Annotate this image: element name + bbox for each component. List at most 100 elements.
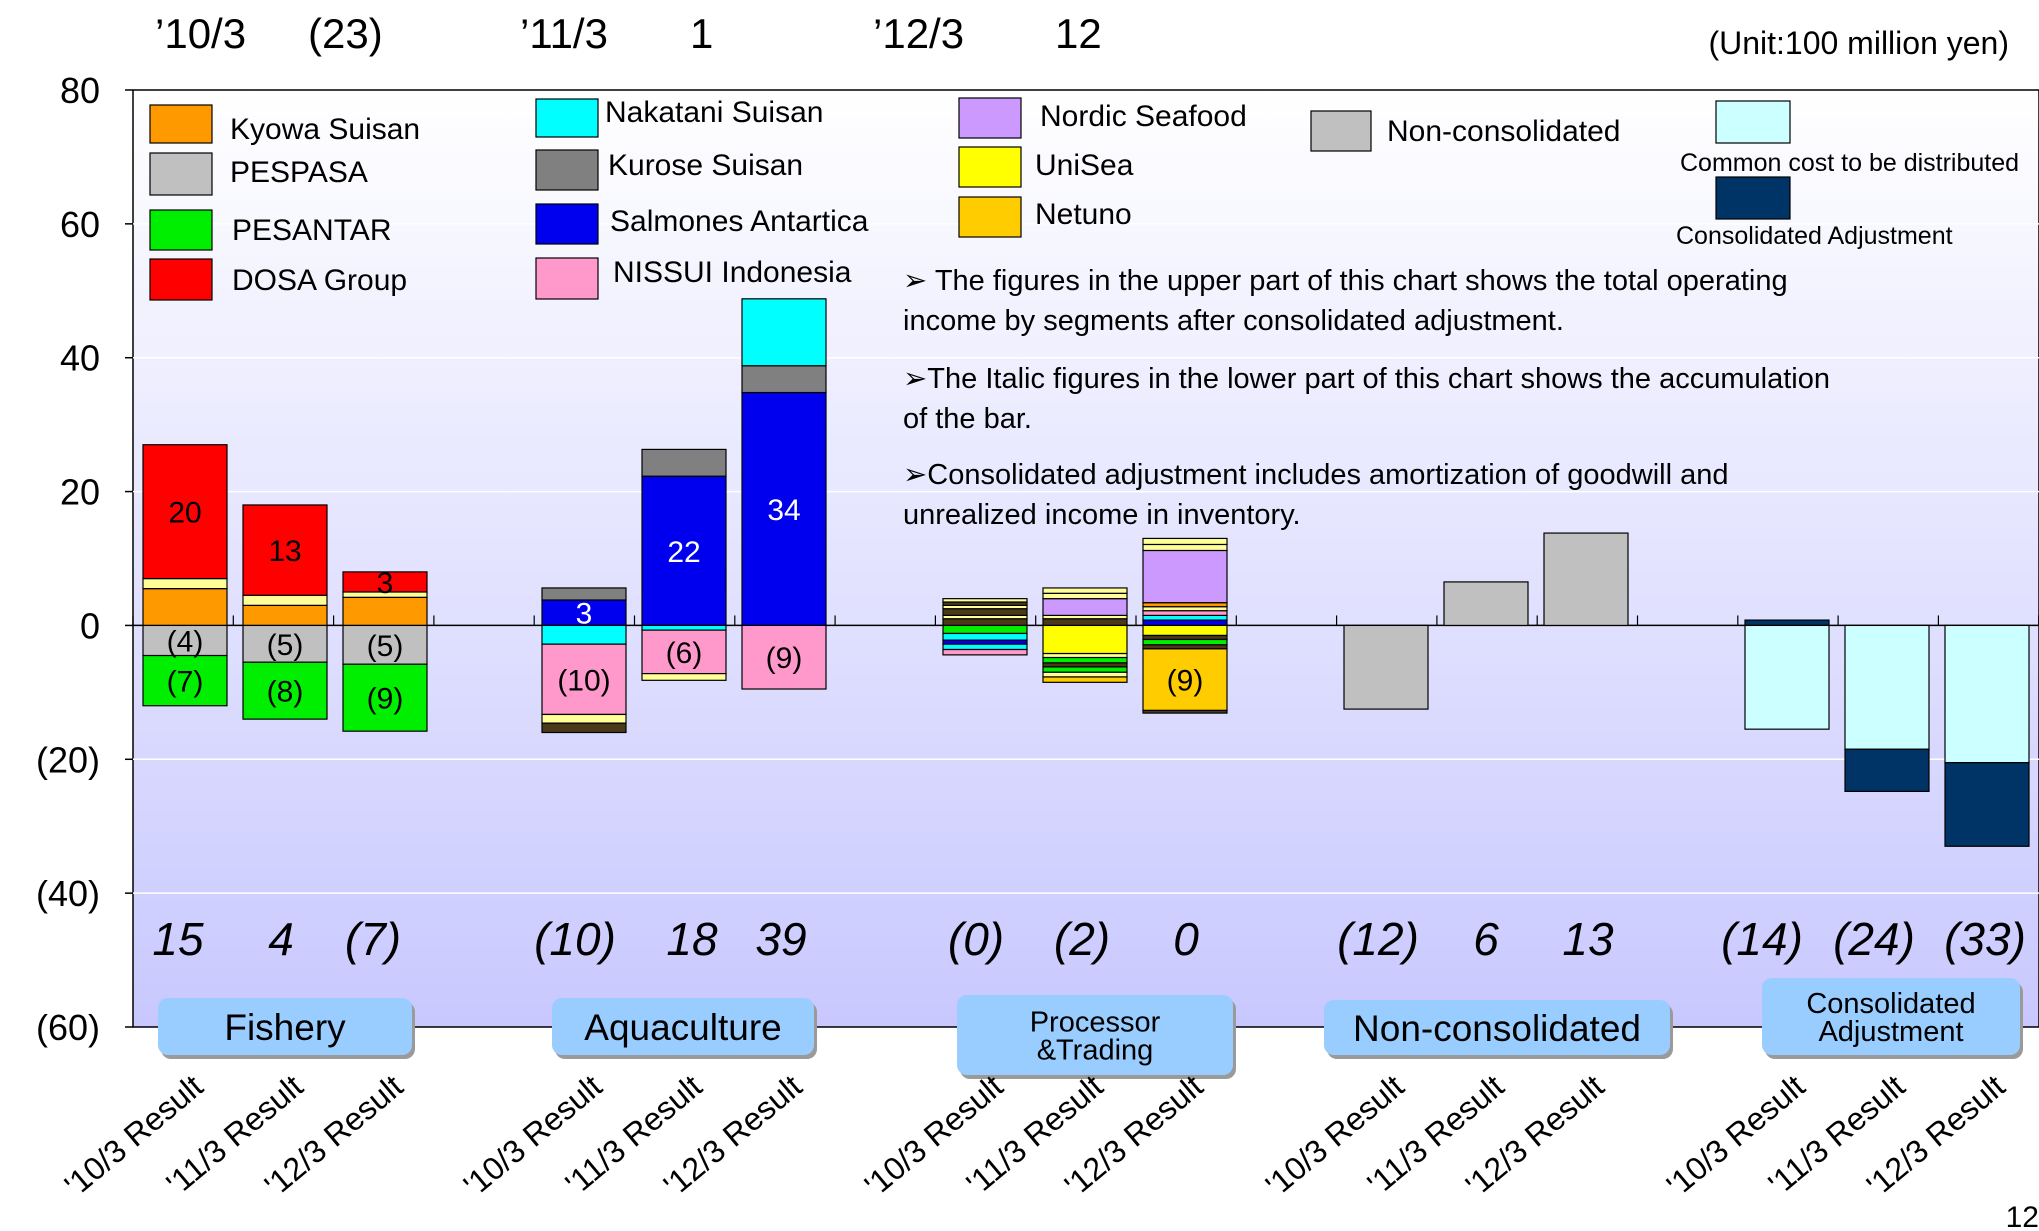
legend-swatch-common-cost-to-be-distributed [1715, 100, 1791, 144]
segment-label-box [552, 998, 814, 1055]
data-label: 22 [667, 536, 700, 569]
legend-swatch-nordic-seafood [958, 97, 1022, 139]
bar-consolidated-adjustment [1744, 619, 1830, 627]
accumulation-figure: (0) [948, 913, 1004, 965]
bar-consolidated-adjustment [1944, 762, 2030, 847]
y-tick-label: (40) [36, 873, 100, 914]
accumulation-figure: (10) [534, 913, 616, 965]
bar-nordic-seafood [1042, 598, 1128, 616]
total-period: ’10/3 [155, 10, 246, 57]
bar-other [1042, 587, 1128, 594]
bar-unisea [1042, 624, 1128, 655]
legend-swatch-nissui-indonesia [535, 257, 599, 300]
segment-label: Fishery [224, 1007, 346, 1048]
segment-label-box [1324, 1000, 1670, 1055]
bar-nakatani-suisan [942, 632, 1028, 641]
note-text: ➢The Italic figures in the lower part of… [903, 363, 1830, 395]
y-tick-label: 0 [80, 605, 100, 646]
segment-label-box [957, 995, 1233, 1075]
bar-nissui-indonesia [741, 624, 827, 690]
bar-nakatani-suisan [641, 624, 727, 631]
bar-salmones-antartica [741, 391, 827, 627]
bar-other [1142, 543, 1228, 552]
legend-label-kurose-suisan: Kurose Suisan [608, 149, 803, 182]
total-value: 12 [1055, 10, 1102, 57]
bar-common-cost-to-be-distributed [1744, 624, 1830, 730]
note-text: of the bar. [903, 403, 1032, 435]
bar-kurose-suisan [741, 365, 827, 394]
bar-pesantar [1042, 666, 1128, 673]
legend-label-pesantar: PESANTAR [232, 214, 391, 247]
bar-other [1042, 671, 1128, 678]
bar-dark-other [1042, 662, 1128, 668]
bar-kyowa-suisan [242, 604, 328, 627]
accumulation-figure: 15 [152, 913, 204, 965]
bar-pesantar [942, 624, 1028, 635]
legend-swatch-pespasa [149, 152, 213, 196]
legend-label-nakatani-suisan: Nakatani Suisan [605, 96, 823, 129]
segment-label: Consolidated [1806, 988, 1975, 1020]
accumulation-figure: (33) [1944, 913, 2026, 965]
plot-area [132, 89, 2039, 1028]
bar-nakatani-suisan [741, 298, 827, 367]
data-label: (6) [666, 637, 703, 670]
accumulation-figure: 6 [1473, 913, 1499, 965]
total-period: ’11/3 [520, 10, 608, 57]
bar-other [1042, 592, 1128, 600]
bar-kyowa-suisan [342, 596, 428, 627]
bar-other [541, 713, 627, 724]
data-label: (10) [557, 664, 610, 697]
legend-label-common-cost-to-be-distributed: Common cost to be distributed [1680, 149, 2019, 177]
accumulation-figure: 0 [1173, 913, 1199, 965]
bar-dark-other [541, 722, 627, 734]
data-label: (4) [167, 625, 204, 658]
bar-salmones-antartica [641, 475, 727, 627]
legend-swatch-salmones-antartica [535, 203, 599, 245]
bar-other [242, 594, 328, 606]
y-tick-label: 40 [60, 338, 100, 379]
data-label: (5) [267, 629, 304, 662]
bar-dark-other [1142, 644, 1228, 650]
accumulation-figure: (2) [1054, 913, 1110, 965]
bar-other [1142, 537, 1228, 546]
bar-unisea [1142, 624, 1228, 637]
legend-swatch-consolidated-adjustment [1715, 176, 1791, 220]
bar-pesantar [242, 661, 328, 720]
legend-swatch-non-consolidated [1310, 110, 1372, 152]
bar-dark-other [942, 608, 1028, 616]
bar-other [1142, 606, 1228, 612]
legend-label-pespasa: PESPASA [230, 156, 368, 189]
y-tick-label: 20 [60, 472, 100, 513]
legend-swatch-nakatani-suisan [535, 98, 599, 138]
data-label: (9) [766, 642, 803, 675]
y-tick-label: 80 [60, 70, 100, 111]
legend-swatch-kurose-suisan [535, 149, 599, 191]
note-text: unrealized income in inventory. [903, 499, 1301, 531]
data-label: 3 [377, 567, 394, 600]
data-label: (8) [267, 676, 304, 709]
bar-salmones-antartica [1142, 619, 1228, 627]
data-label: 3 [576, 598, 593, 631]
bar-dark-other [1142, 709, 1228, 714]
bar-pespasa [242, 624, 328, 663]
segment-label-box [1762, 978, 2020, 1055]
bar-nordic-seafood [1142, 549, 1228, 604]
bar-common-cost-to-be-distributed [1944, 624, 2030, 764]
accumulation-figure: (14) [1721, 913, 1803, 965]
bar-non-consolidated [1343, 624, 1429, 710]
data-label: 34 [767, 494, 800, 527]
accumulation-figure: (24) [1833, 913, 1915, 965]
y-tick-label: 60 [60, 204, 100, 245]
bar-dosa-group [142, 444, 228, 580]
legend-swatch-pesantar [149, 209, 213, 251]
note-text: income by segments after consolidated ad… [903, 305, 1564, 337]
bar-pesantar [1042, 656, 1128, 664]
accumulation-figure: 13 [1562, 913, 1614, 965]
segment-label: Processor [1030, 1006, 1161, 1038]
total-value: (23) [308, 10, 383, 57]
bar-nissui-indonesia [1142, 610, 1228, 616]
bar-dosa-group [242, 504, 328, 596]
accumulation-figure: 18 [666, 913, 718, 965]
bar-other [1042, 652, 1128, 659]
